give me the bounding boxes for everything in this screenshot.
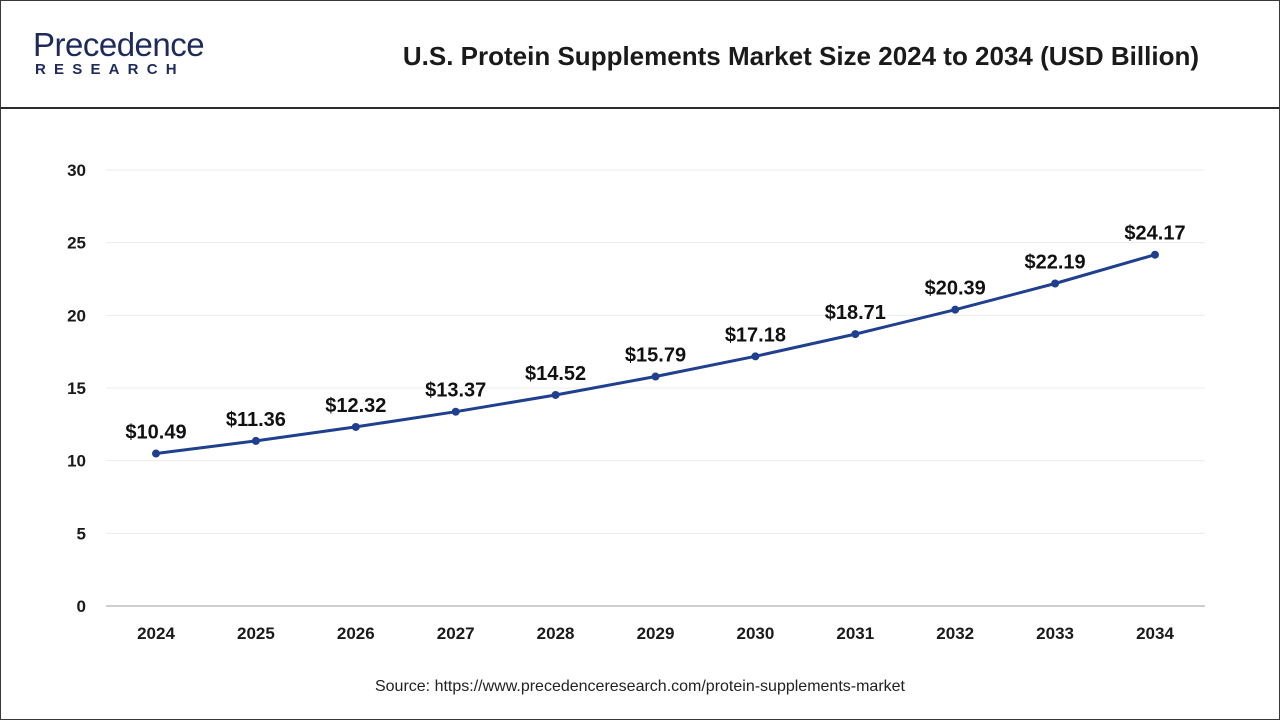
data-point [1151,250,1159,259]
data-point [851,330,860,339]
data-point [751,352,760,361]
data-point [451,407,460,416]
x-tick-label: 2029 [637,624,675,643]
data-point [351,422,360,431]
x-tick-label: 2027 [437,624,475,643]
data-point [251,436,260,445]
data-point [152,449,160,458]
brand-logo: Precedence RESEARCH [31,27,231,87]
data-label: $22.19 [1025,252,1086,274]
x-tick-label: 2026 [337,624,375,643]
chart-title: U.S. Protein Supplements Market Size 202… [402,41,1199,71]
x-tick-label: 2028 [537,624,575,643]
y-tick-label: 20 [67,306,86,325]
header: Precedence RESEARCH U.S. Protein Supplem… [1,1,1279,109]
logo-wordmark: Precedence [33,26,205,63]
data-label: $10.49 [125,422,186,444]
data-label: $18.71 [825,302,886,324]
data-label: $14.52 [525,363,586,385]
x-tick-label: 2032 [936,624,974,643]
source-note: Source: https://www.precedenceresearch.c… [374,678,905,695]
data-label: $20.39 [925,278,986,300]
data-point [1051,279,1060,288]
data-label: $15.79 [625,345,686,367]
data-label: $13.37 [425,380,486,402]
data-point [951,305,960,314]
x-tick-label: 2025 [237,624,275,643]
x-tick-label: 2034 [1136,624,1174,643]
logo-subtext: RESEARCH [35,61,185,78]
x-tick-label: 2033 [1036,624,1074,643]
data-label: $24.17 [1124,223,1185,245]
y-tick-label: 10 [67,452,86,471]
data-point [551,390,560,399]
data-label: $12.32 [325,395,386,417]
y-tick-label: 15 [67,379,86,398]
y-tick-label: 30 [67,161,86,180]
x-tick-label: 2031 [836,624,874,643]
y-tick-label: 0 [77,597,86,616]
data-label: $11.36 [226,409,286,431]
x-tick-label: 2030 [736,624,774,643]
data-label: $17.18 [725,324,786,346]
y-tick-label: 25 [67,234,86,253]
x-tick-label: 2024 [137,624,175,643]
data-point [651,372,660,381]
y-tick-label: 5 [77,524,86,543]
